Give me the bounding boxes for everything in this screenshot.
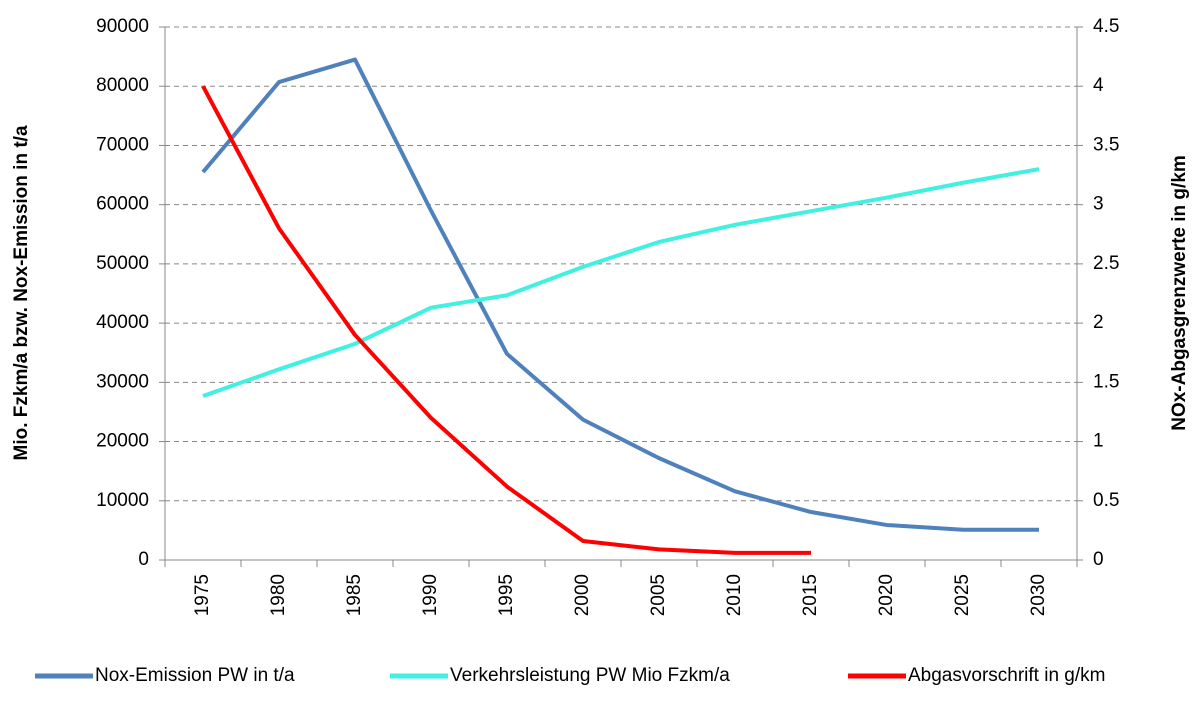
- y2-tick-label: 4: [1093, 75, 1104, 96]
- x-tick-label: 1985: [344, 574, 365, 616]
- y2-tick-label: 2.5: [1093, 253, 1119, 274]
- series-line: [201, 57, 1039, 532]
- x-tick-label: 2005: [648, 574, 669, 616]
- series-line: [201, 85, 811, 555]
- x-tick-label: 2020: [876, 574, 897, 616]
- x-tick-label: 2010: [724, 574, 745, 616]
- x-tick-label: 1995: [496, 574, 517, 616]
- y2-tick-label: 1.5: [1093, 371, 1119, 392]
- series-line: [202, 167, 1040, 398]
- y2-tick-label: 2: [1093, 312, 1104, 333]
- x-tick-label: 2000: [572, 574, 593, 616]
- y-axis-label: Mio. Fzkm/a bzw. Nox-Emission in t/a: [11, 125, 32, 460]
- y-tick-label: 30000: [96, 371, 149, 392]
- x-tick-label: 2015: [800, 574, 821, 616]
- y2-tick-label: 0: [1093, 549, 1104, 570]
- y2-tick-label: 1: [1093, 431, 1104, 452]
- y-tick-label: 20000: [96, 431, 149, 452]
- y2-tick-label: 4.5: [1093, 16, 1119, 37]
- y-tick-label: 0: [138, 549, 149, 570]
- y-tick-label: 60000: [96, 194, 149, 215]
- x-tick-label: 2030: [1028, 574, 1049, 616]
- y-tick-label: 50000: [96, 253, 149, 274]
- y-tick-label: 40000: [96, 312, 149, 333]
- x-tick-label: 1990: [420, 574, 441, 616]
- y-tick-label: 10000: [96, 490, 149, 511]
- y-tick-label: 70000: [96, 134, 149, 155]
- y-tick-label: 90000: [96, 16, 149, 37]
- y2-tick-label: 3.5: [1093, 134, 1119, 155]
- x-tick-label: 1980: [268, 574, 289, 616]
- y2-axis-label: NOx-Abgasgrenzwerte in g/km: [1169, 155, 1190, 431]
- legend-label: Verkehrsleistung PW Mio Fzkm/a: [450, 665, 730, 686]
- y-tick-label: 80000: [96, 75, 149, 96]
- legend-label: Abgasvorschrift in g/km: [908, 665, 1105, 686]
- x-tick-label: 1975: [192, 574, 213, 616]
- y2-tick-label: 0.5: [1093, 490, 1119, 511]
- y2-tick-label: 3: [1093, 194, 1104, 215]
- x-tick-label: 2025: [952, 574, 973, 616]
- legend-label: Nox-Emission PW in t/a: [95, 665, 295, 686]
